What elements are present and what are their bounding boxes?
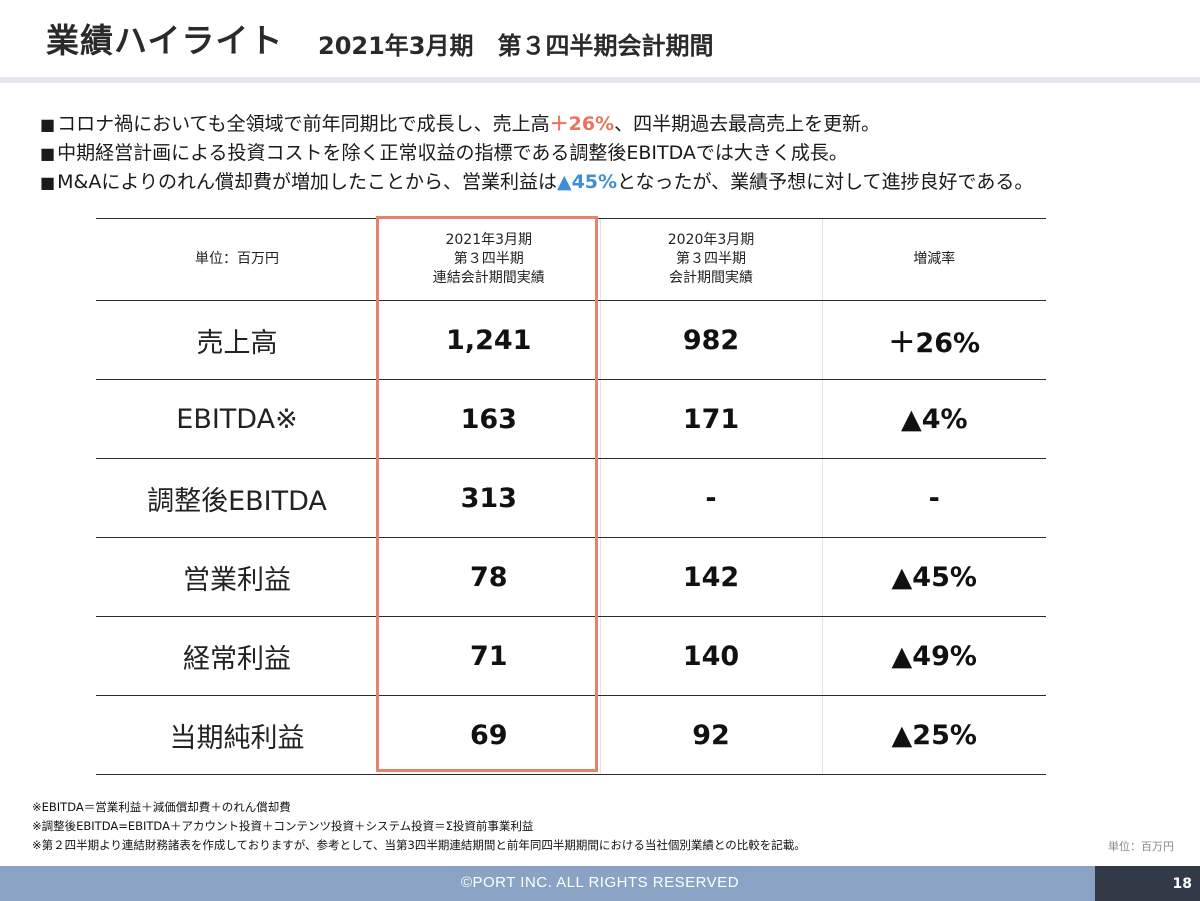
- financial-highlights-table: 単位：百万円 2021年3月期 第３四半期 連結会計期間実績 2020年3月期 …: [96, 218, 1046, 775]
- slide-footer: ©PORT INC. ALL RIGHTS RESERVED 18: [0, 866, 1200, 901]
- slide-header: 業績ハイライト 2021年3月期 第３四半期会計期間: [0, 0, 1200, 83]
- bullet-marker: ■: [40, 115, 56, 134]
- bullet-text: コロナ禍においても全領域で前年同期比で成長し、売上高: [57, 113, 550, 135]
- bullet-sales: ■ コロナ禍においても全領域で前年同期比で成長し、売上高＋26%、四半期過去最高売…: [40, 110, 1180, 139]
- current-value: 71: [378, 616, 600, 696]
- footnote: ※調整後EBITDA=EBITDA＋アカウント投資＋コンテンツ投資＋システム投資…: [32, 819, 534, 833]
- current-value: 313: [378, 458, 600, 538]
- table-row: 調整後EBITDA 313 - -: [96, 458, 1046, 538]
- row-label: 経常利益: [96, 616, 378, 696]
- footnotes: ※EBITDA＝営業利益＋減価償却費＋のれん償却費 ※調整後EBITDA=EBI…: [32, 798, 806, 855]
- page-title: 業績ハイライト: [46, 21, 284, 60]
- summary-bullets: ■ コロナ禍においても全領域で前年同期比で成長し、売上高＋26%、四半期過去最高売…: [40, 110, 1180, 197]
- bullet-ebitda: ■ 中期経営計画による投資コストを除く正常収益の指標である調整後EBITDAでは大…: [40, 139, 1180, 168]
- row-label: EBITDA※: [96, 379, 378, 459]
- current-value: 69: [378, 695, 600, 775]
- prior-value: 982: [599, 300, 822, 380]
- bullet-operating-income: ■ M&Aによりのれん償却費が増加したことから、営業利益は▲45%となったが、業績…: [40, 168, 1180, 197]
- table-row: 当期純利益 69 92 ▲25%: [96, 695, 1046, 775]
- prior-value: 140: [599, 616, 822, 696]
- footnote: ※第２四半期より連結財務諸表を作成しておりますが、参考として、当第3四半期連結期…: [32, 838, 806, 852]
- page-number-box: 18: [1095, 866, 1200, 901]
- row-label: 営業利益: [96, 537, 378, 617]
- prior-value: 142: [599, 537, 822, 617]
- row-label: 当期純利益: [96, 695, 378, 775]
- table-row: 経常利益 71 140 ▲49%: [96, 616, 1046, 696]
- unit-note: 単位：百万円: [1108, 840, 1174, 853]
- table-row: 売上高 1,241 982 ＋26%: [96, 300, 1046, 380]
- bullet-text: となったが、業績予想に対して進捗良好である。: [617, 171, 1034, 193]
- change-value: ＋26%: [821, 300, 1046, 380]
- sales-growth-highlight: ＋26%: [549, 113, 615, 135]
- footnote: ※EBITDA＝営業利益＋減価償却費＋のれん償却費: [32, 800, 291, 814]
- page-subtitle: 2021年3月期 第３四半期会計期間: [318, 32, 714, 60]
- row-label: 売上高: [96, 300, 378, 380]
- bullet-text: 、四半期過去最高売上を更新。: [614, 113, 881, 135]
- bullet-marker: ■: [40, 144, 56, 163]
- change-value: -: [821, 458, 1046, 538]
- table-row: 営業利益 78 142 ▲45%: [96, 537, 1046, 617]
- change-value: ▲45%: [821, 537, 1046, 617]
- bullet-marker: ■: [40, 173, 56, 192]
- page-number: 18: [1172, 876, 1192, 892]
- prior-value: -: [599, 458, 822, 538]
- header-change-rate: 増減率: [821, 218, 1046, 301]
- current-value: 163: [378, 379, 600, 459]
- table-row: EBITDA※ 163 171 ▲4%: [96, 379, 1046, 459]
- bullet-text: 中期経営計画による投資コストを除く正常収益の指標である調整後EBITDAでは大き…: [57, 142, 848, 164]
- header-unit: 単位：百万円: [96, 218, 378, 301]
- table-header-row: 単位：百万円 2021年3月期 第３四半期 連結会計期間実績 2020年3月期 …: [96, 218, 1046, 301]
- current-value: 1,241: [378, 300, 600, 380]
- prior-value: 92: [599, 695, 822, 775]
- copyright-text: ©PORT INC. ALL RIGHTS RESERVED: [460, 874, 740, 891]
- header-prior-period: 2020年3月期 第３四半期 会計期間実績: [599, 218, 822, 301]
- operating-income-highlight: ▲45%: [556, 171, 618, 193]
- header-current-period: 2021年3月期 第３四半期 連結会計期間実績: [378, 218, 600, 301]
- change-value: ▲4%: [821, 379, 1046, 459]
- bullet-text: M&Aによりのれん償却費が増加したことから、営業利益は: [57, 171, 557, 193]
- row-label: 調整後EBITDA: [96, 458, 378, 538]
- prior-value: 171: [599, 379, 822, 459]
- header-divider: [0, 77, 1200, 83]
- change-value: ▲25%: [821, 695, 1046, 775]
- change-value: ▲49%: [821, 616, 1046, 696]
- current-value: 78: [378, 537, 600, 617]
